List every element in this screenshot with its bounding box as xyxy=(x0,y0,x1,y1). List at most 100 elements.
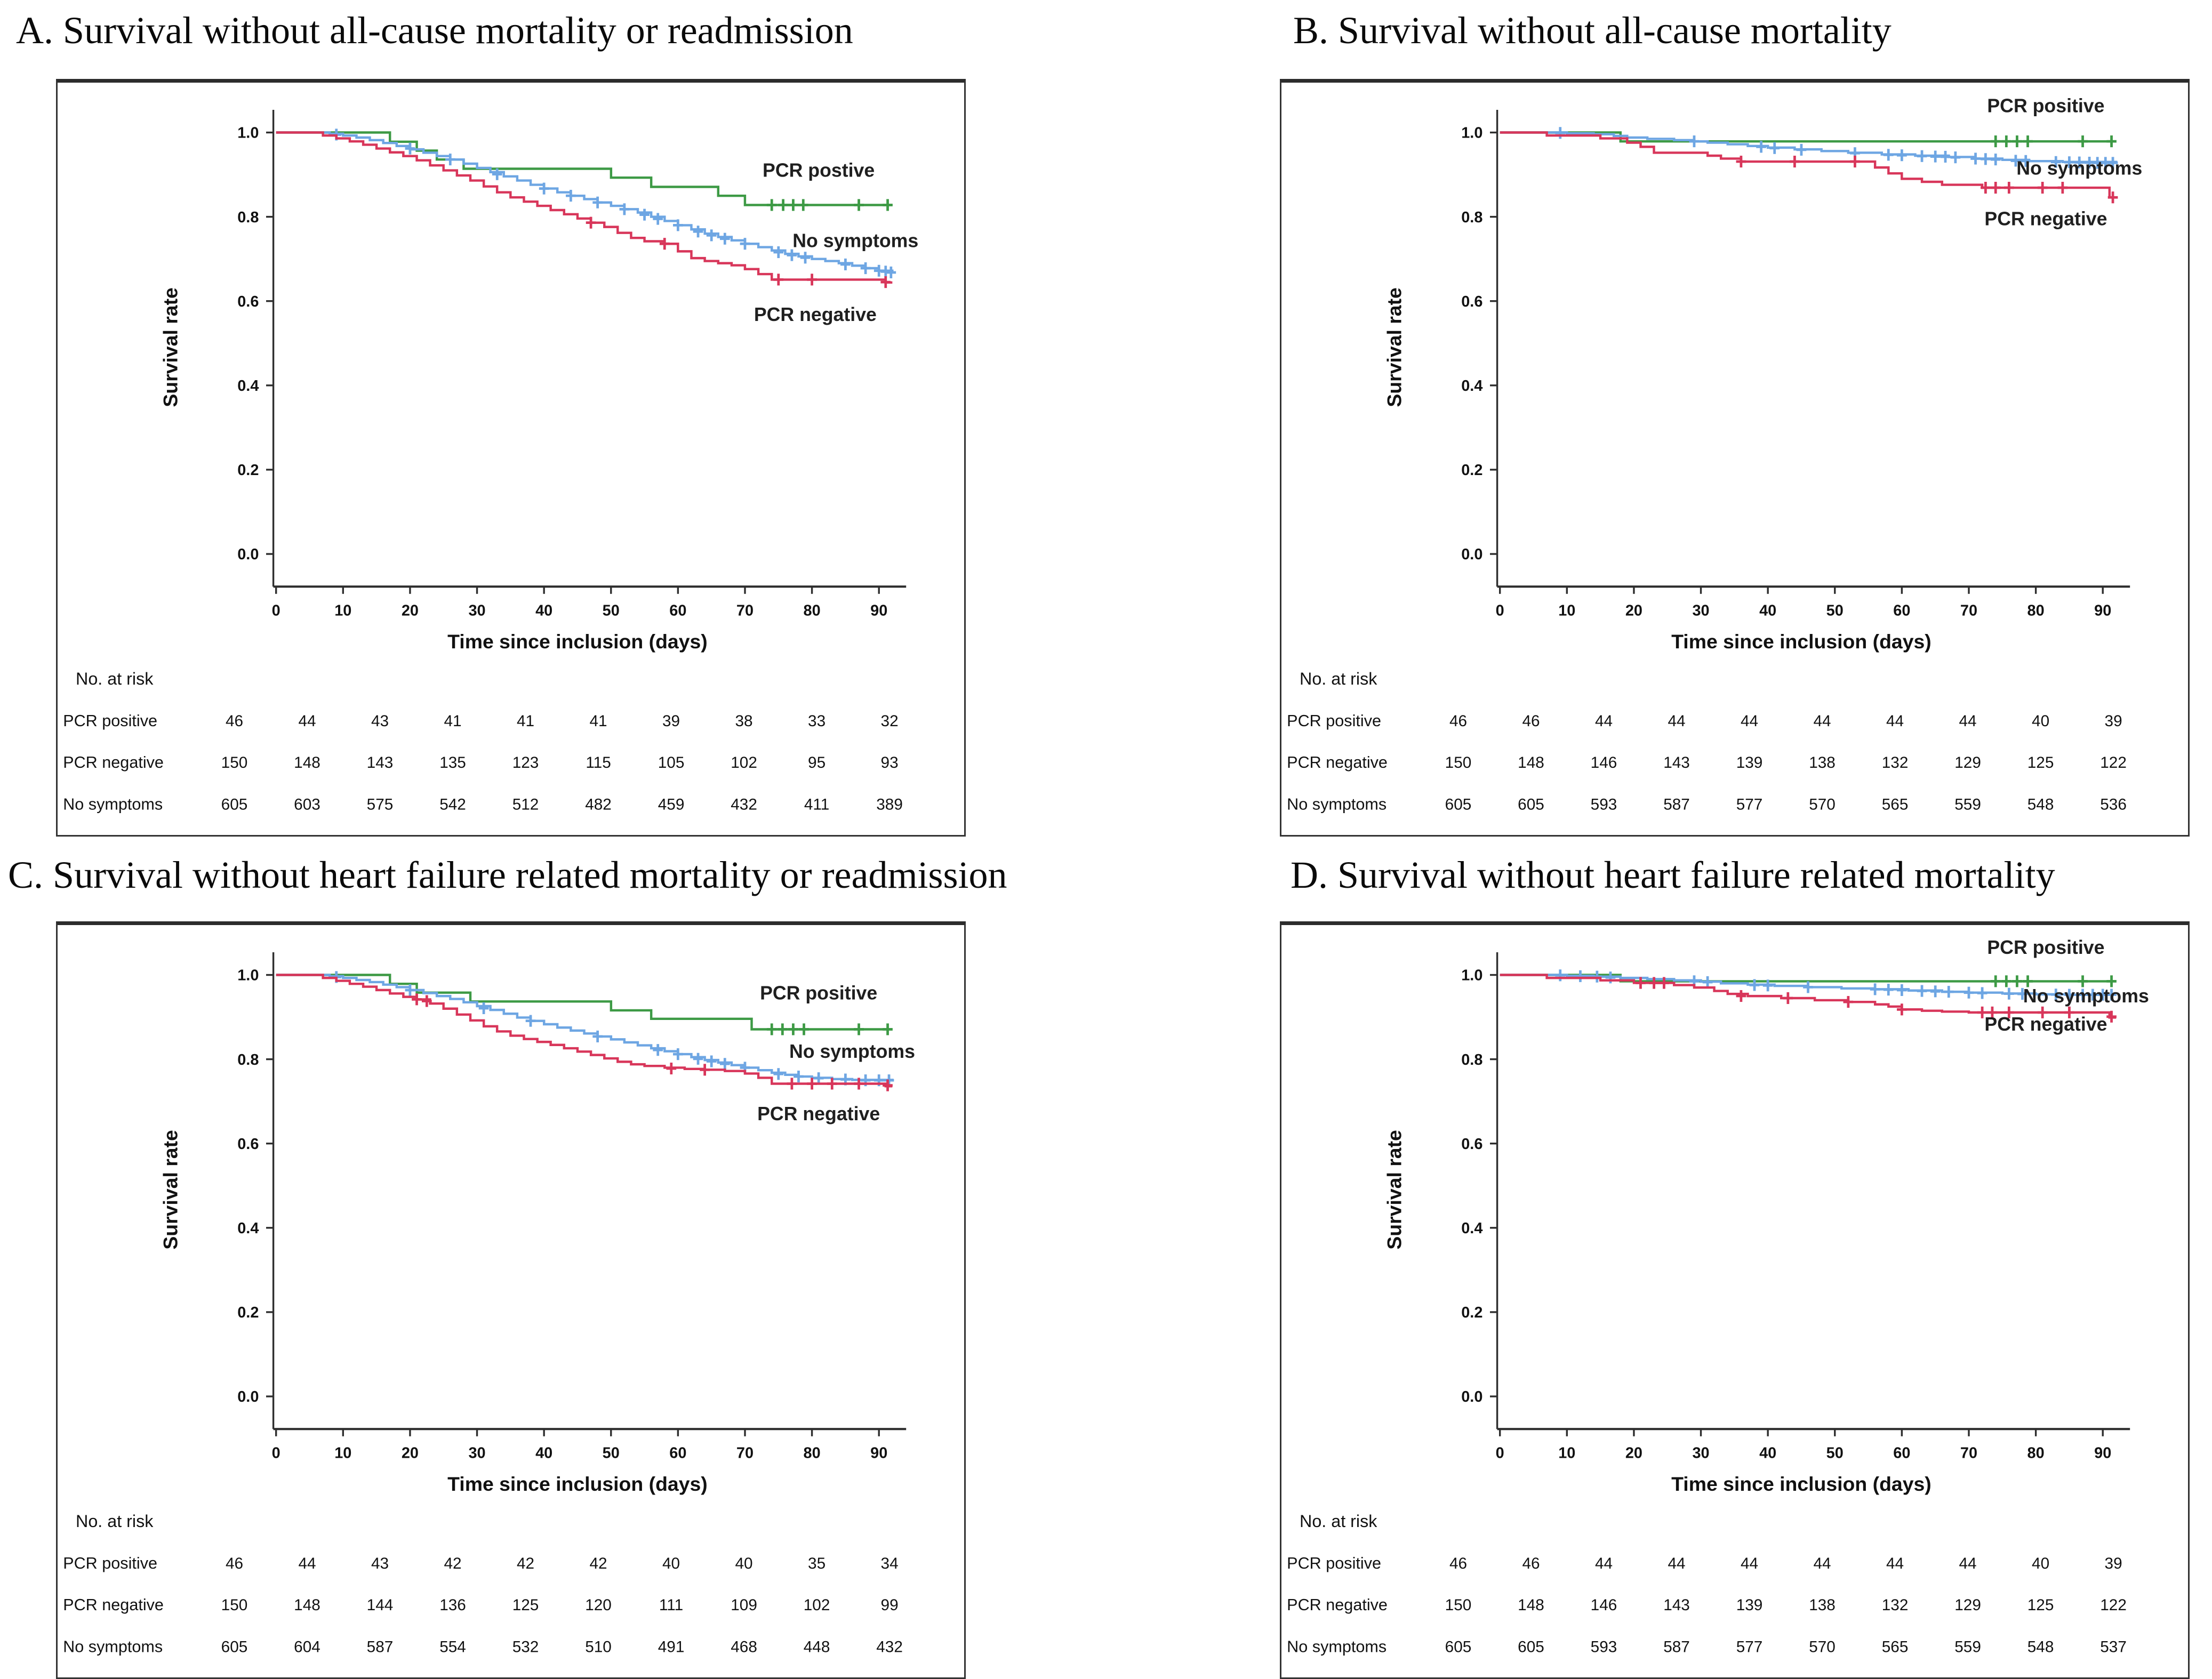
risk-value: 44 xyxy=(1595,1555,1613,1572)
panel-a-km-chart: 0.0 0.2 0.4 0.6 0.8 1.0 0 10 20 30 40 50 60 70 80 90 Sur… xyxy=(63,110,918,813)
series-pcr-negative: PCR negative xyxy=(1500,131,2118,229)
x-tick-label: 80 xyxy=(804,1445,821,1462)
x-tick-label: 10 xyxy=(1558,1445,1575,1462)
risk-value: 132 xyxy=(1882,1596,1909,1614)
risk-value: 123 xyxy=(512,754,539,772)
x-tick-label: 50 xyxy=(1826,602,1844,620)
risk-value: 148 xyxy=(1518,1596,1544,1614)
x-tick-label: 10 xyxy=(1558,602,1575,620)
risk-row-label-pcr-negative: PCR negative xyxy=(1287,1596,1388,1614)
risk-value: 146 xyxy=(1591,1596,1617,1614)
risk-value: 46 xyxy=(226,1555,243,1572)
risk-row-label-pcr-positive: PCR positive xyxy=(1287,712,1381,730)
risk-value: 44 xyxy=(1668,1555,1685,1572)
panel-c-title: C. Survival without heart failure relate… xyxy=(8,854,1007,896)
risk-value: 468 xyxy=(731,1638,757,1656)
risk-value: 46 xyxy=(1522,1555,1540,1572)
series-label-pcr-positive: PCR positive xyxy=(760,982,877,1003)
risk-value: 150 xyxy=(1445,754,1472,772)
series-label-no-symptoms: No symptoms xyxy=(792,230,918,252)
risk-value: 129 xyxy=(1954,754,1981,772)
y-tick-label: 0.2 xyxy=(237,1304,259,1321)
series-no-symptoms: No symptoms xyxy=(276,128,918,278)
y-tick-label: 0.0 xyxy=(1461,1388,1482,1405)
risk-value: 41 xyxy=(444,712,461,730)
x-tick-label: 10 xyxy=(334,1445,351,1462)
series-label-no-symptoms: No symptoms xyxy=(2023,985,2149,1007)
risk-value: 41 xyxy=(517,712,534,730)
risk-row-label-pcr-positive: PCR positive xyxy=(1287,1554,1381,1572)
risk-value: 150 xyxy=(221,1596,248,1614)
y-axis-title: Survival rate xyxy=(159,287,181,407)
risk-value: 41 xyxy=(590,712,607,730)
risk-value: 150 xyxy=(221,754,248,772)
risk-value: 532 xyxy=(512,1638,539,1656)
y-axis-title: Survival rate xyxy=(1383,287,1405,407)
series-no-symptoms: No symptoms xyxy=(276,971,915,1087)
y-tick-label: 0.0 xyxy=(237,1388,259,1405)
risk-value: 577 xyxy=(1736,796,1763,813)
x-tick-label: 30 xyxy=(1692,1445,1709,1462)
panel-d-box: 0.0 0.2 0.4 0.6 0.8 1.0 0 10 20 30 40 50 60 70 80 90 Sur… xyxy=(1280,921,2190,1679)
x-tick-label: 90 xyxy=(2094,602,2111,620)
y-tick-label: 0.6 xyxy=(237,1136,259,1153)
risk-value: 125 xyxy=(2027,1596,2054,1614)
risk-table-header: No. at risk xyxy=(76,669,154,688)
risk-value: 148 xyxy=(294,754,320,772)
risk-value: 44 xyxy=(1959,712,1977,730)
x-tick-label: 70 xyxy=(736,1445,754,1462)
y-tick-label: 1.0 xyxy=(1461,967,1482,984)
risk-value: 459 xyxy=(658,796,685,813)
x-tick-label: 40 xyxy=(535,1445,552,1462)
x-tick-label: 0 xyxy=(272,602,280,620)
series-no-symptoms-curve xyxy=(1500,974,2117,996)
panel-c-box: 0.0 0.2 0.4 0.6 0.8 1.0 0 10 20 30 40 50 60 70 80 90 Sur… xyxy=(56,921,966,1679)
x-tick-label: 50 xyxy=(1826,1445,1844,1462)
y-tick-label: 0.6 xyxy=(1461,293,1482,310)
risk-table-header: No. at risk xyxy=(1300,1512,1377,1531)
risk-value: 109 xyxy=(731,1596,757,1614)
y-tick-label: 0.2 xyxy=(1461,1304,1482,1321)
series-label-pcr-positive: PCR postive xyxy=(763,160,875,181)
y-tick-label: 0.4 xyxy=(237,1220,259,1237)
risk-value: 605 xyxy=(1518,1638,1544,1656)
risk-value: 593 xyxy=(1591,796,1617,813)
risk-value: 143 xyxy=(1663,754,1690,772)
risk-value: 542 xyxy=(439,796,466,813)
risk-value: 34 xyxy=(881,1555,899,1572)
risk-value: 605 xyxy=(1445,1638,1472,1656)
x-tick-label: 80 xyxy=(2027,602,2045,620)
risk-value: 510 xyxy=(585,1638,612,1656)
risk-value: 115 xyxy=(586,754,611,772)
x-tick-label: 20 xyxy=(1625,1445,1642,1462)
risk-value: 537 xyxy=(2100,1638,2127,1656)
risk-value: 39 xyxy=(2105,712,2122,730)
risk-value: 146 xyxy=(1591,754,1617,772)
series-pcr-positive: PCR positive xyxy=(1500,937,2117,987)
y-tick-label: 0.2 xyxy=(237,462,259,479)
y-tick-label: 0.8 xyxy=(237,209,259,226)
x-axis-title: Time since inclusion (days) xyxy=(447,1473,708,1495)
x-tick-label: 90 xyxy=(870,1445,887,1462)
risk-value: 587 xyxy=(1663,1638,1690,1656)
risk-value: 32 xyxy=(881,712,899,730)
y-tick-label: 0.8 xyxy=(1461,209,1482,226)
risk-value: 491 xyxy=(658,1638,685,1656)
risk-value: 44 xyxy=(1741,1555,1758,1572)
risk-value: 482 xyxy=(585,796,612,813)
y-tick-label: 0.4 xyxy=(1461,377,1482,395)
risk-value: 105 xyxy=(658,754,685,772)
series-pcr-negative: PCR negative xyxy=(1500,974,2117,1035)
x-tick-label: 70 xyxy=(1960,602,1977,620)
y-tick-label: 1.0 xyxy=(237,967,259,984)
x-tick-label: 50 xyxy=(603,602,620,620)
x-tick-label: 60 xyxy=(669,1445,686,1462)
risk-value: 39 xyxy=(662,712,680,730)
series-label-no-symptoms: No symptoms xyxy=(2016,158,2142,179)
risk-table: No. at risk PCR positive 46 44 43 42 42 42 40 40 3… xyxy=(63,1512,903,1656)
risk-value: 44 xyxy=(1886,712,1904,730)
series-label-pcr-negative: PCR negative xyxy=(1984,208,2107,229)
risk-value: 605 xyxy=(221,796,248,813)
risk-value: 44 xyxy=(1595,712,1613,730)
